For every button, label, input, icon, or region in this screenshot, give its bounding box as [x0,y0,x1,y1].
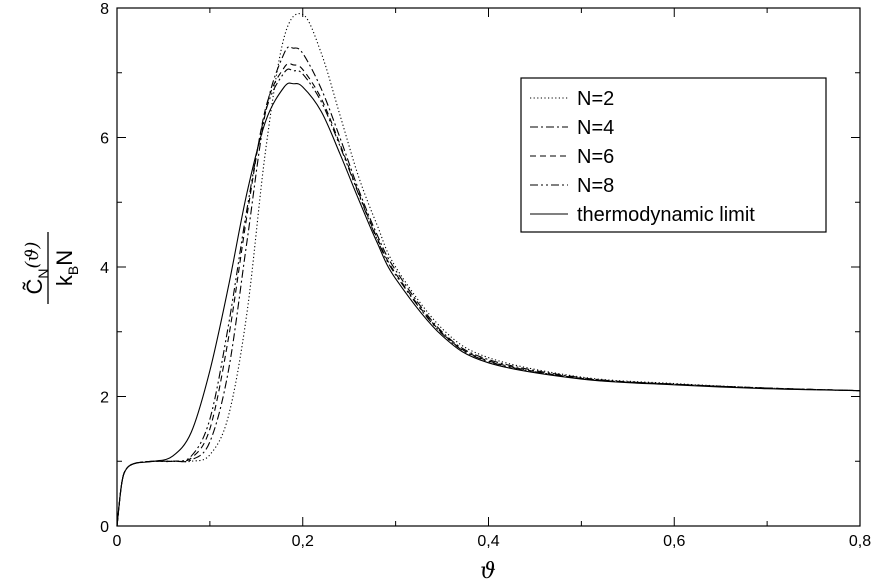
legend-label-n-6: N=6 [577,146,614,168]
legend-label-n-4: N=4 [577,117,614,139]
y-label-num-arg: (ϑ) [22,242,43,269]
y-tick-label: 0 [100,519,109,536]
legend-label-n-8: N=8 [577,175,614,197]
axis-ticks: 0 0,2 0,4 0,6 0,8 0 2 4 6 8 [100,1,871,550]
series-lines [116,13,861,527]
legend: N=2 N=4 N=6 N=8 thermodynamic limit [520,77,827,233]
x-axis-title: ϑ [480,559,496,584]
x-tick-label: 0,6 [663,533,685,550]
series-line-thermodynamic-limit [116,82,861,527]
series-line-n-6 [116,62,861,527]
legend-label-n-2: N=2 [577,88,614,110]
y-label-den-n: N [52,250,77,266]
y-label-den-k: k [52,274,77,286]
svg-text:kBN: kBN [52,250,81,286]
y-tick-label: 2 [100,390,109,407]
y-tick-label: 6 [100,131,109,148]
legend-label-thermodynamic-limit: thermodynamic limit [577,204,755,226]
legend-box [520,77,827,233]
svg-text:C̃N(ϑ): C̃N(ϑ) [22,242,51,295]
y-label-den-sub: B [65,266,81,275]
legend-items: N=2 N=4 N=6 N=8 thermodynamic limit [530,88,755,226]
x-tick-label: 0,2 [292,533,314,550]
x-tick-label: 0,4 [477,533,499,550]
y-axis-title: C̃N(ϑ) kBN [22,232,81,304]
x-tick-label: 0,8 [849,533,871,550]
y-label-num-sub: N [35,268,51,278]
y-tick-label: 8 [100,1,109,18]
y-tick-label: 4 [100,260,109,277]
y-label-numerator: C̃ [22,278,47,294]
x-tick-label: 0 [113,533,122,550]
